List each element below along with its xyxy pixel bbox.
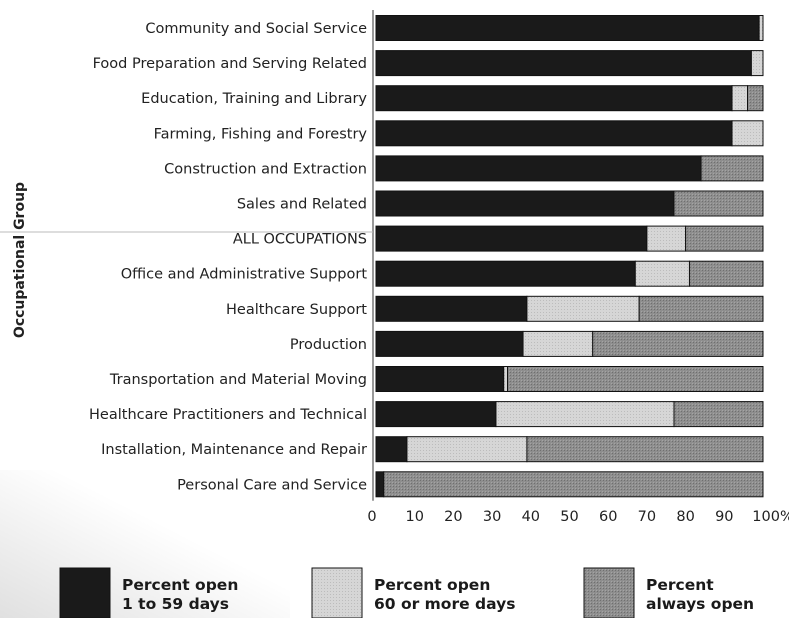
- bar-segment-healthcare-support-percent-open-1-to-59-days: [375, 295, 528, 322]
- bar-segment-all-occupations-percent-always-open: [685, 225, 764, 252]
- x-tick-label-20: 20: [444, 509, 462, 525]
- bar-segment-production-percent-always-open: [592, 330, 764, 357]
- x-tick-label-0: 0: [367, 509, 376, 525]
- legend-label-percent-always-open-line-2: always open: [646, 595, 754, 613]
- category-label-education-training-and-library: Education, Training and Library: [141, 91, 367, 107]
- bar-segment-community-and-social-service-percent-open-60-or-more-days: [758, 15, 764, 41]
- bar-segment-construction-and-extraction-percent-always-open: [700, 155, 764, 182]
- category-label-personal-care-and-service: Personal Care and Service: [177, 477, 367, 493]
- category-label-all-occupations: ALL OCCUPATIONS: [233, 232, 367, 248]
- bar-segment-healthcare-practitioners-and-technical-percent-always-open: [673, 401, 764, 428]
- legend-swatch-percent-always-open: [583, 567, 635, 618]
- bar-segment-healthcare-support-percent-open-60-or-more-days: [526, 295, 640, 322]
- legend-label-percent-open-1-to-59-days-line-2: 1 to 59 days: [122, 595, 229, 613]
- bar-segment-community-and-social-service-percent-open-1-to-59-days: [375, 15, 760, 41]
- legend-label-percent-open-60-or-more-days-line-2: 60 or more days: [374, 595, 515, 613]
- bar-segment-office-and-administrative-support-percent-open-60-or-more-days: [634, 260, 690, 287]
- bar-segment-transportation-and-material-moving-percent-open-1-to-59-days: [375, 366, 505, 392]
- x-tick-label-80: 80: [676, 509, 694, 525]
- bar-segment-personal-care-and-service-percent-open-1-to-59-days: [375, 471, 385, 498]
- bar-segment-all-occupations-percent-open-1-to-59-days: [375, 225, 648, 252]
- bar-segment-farming-fishing-and-forestry-percent-open-60-or-more-days: [731, 120, 764, 147]
- bar-segment-food-preparation-and-serving-related-percent-open-1-to-59-days: [375, 50, 752, 77]
- x-tick-label-40: 40: [522, 509, 540, 525]
- x-tick-label-100: 100%: [752, 509, 789, 525]
- bar-segment-construction-and-extraction-percent-open-1-to-59-days: [375, 155, 702, 182]
- bar-segment-transportation-and-material-moving-percent-always-open: [507, 366, 764, 392]
- bar-segment-installation-maintenance-and-repair-percent-open-1-to-59-days: [375, 436, 408, 463]
- category-label-food-preparation-and-serving-related: Food Preparation and Serving Related: [93, 56, 367, 72]
- category-label-production: Production: [290, 337, 367, 353]
- bar-segment-healthcare-support-percent-always-open: [638, 295, 764, 322]
- bar-segment-food-preparation-and-serving-related-percent-open-60-or-more-days: [750, 50, 764, 77]
- bar-segment-farming-fishing-and-forestry-percent-open-1-to-59-days: [375, 120, 733, 147]
- bar-segment-production-percent-open-1-to-59-days: [375, 330, 524, 357]
- bar-segment-production-percent-open-60-or-more-days: [522, 330, 594, 357]
- bar-segment-healthcare-practitioners-and-technical-percent-open-60-or-more-days: [495, 401, 675, 428]
- bar-segment-office-and-administrative-support-percent-always-open: [688, 260, 764, 287]
- bar-segment-installation-maintenance-and-repair-percent-always-open: [526, 436, 764, 463]
- category-label-community-and-social-service: Community and Social Service: [145, 21, 367, 37]
- category-label-office-and-administrative-support: Office and Administrative Support: [121, 267, 368, 283]
- x-tick-label-90: 90: [715, 509, 733, 525]
- bar-segment-sales-and-related-percent-always-open: [673, 190, 764, 217]
- legend-label-percent-open-60-or-more-days-line-1: Percent open: [374, 576, 490, 594]
- legend-swatch-percent-open-1-to-59-days: [59, 567, 111, 618]
- x-tick-label-10: 10: [405, 509, 423, 525]
- bar-segment-education-training-and-library-percent-always-open: [747, 85, 764, 112]
- bar-segment-education-training-and-library-percent-open-1-to-59-days: [375, 85, 733, 112]
- x-tick-label-60: 60: [599, 509, 617, 525]
- bar-segment-installation-maintenance-and-repair-percent-open-60-or-more-days: [406, 436, 528, 463]
- x-tick-label-50: 50: [560, 509, 578, 525]
- bar-segment-transportation-and-material-moving-percent-open-60-or-more-days: [503, 366, 509, 392]
- bar-segment-all-occupations-percent-open-60-or-more-days: [646, 225, 687, 252]
- category-label-sales-and-related: Sales and Related: [237, 197, 367, 213]
- category-label-transportation-and-material-moving: Transportation and Material Moving: [109, 372, 367, 388]
- y-axis-title: Occupational Group: [12, 182, 28, 338]
- category-label-healthcare-support: Healthcare Support: [226, 302, 367, 318]
- legend-label-percent-open-1-to-59-days-line-1: Percent open: [122, 576, 238, 594]
- bar-segment-personal-care-and-service-percent-always-open: [383, 471, 764, 498]
- bar-segment-sales-and-related-percent-open-1-to-59-days: [375, 190, 675, 217]
- category-label-installation-maintenance-and-repair: Installation, Maintenance and Repair: [101, 442, 367, 458]
- x-tick-label-30: 30: [483, 509, 501, 525]
- bar-segment-education-training-and-library-percent-open-60-or-more-days: [731, 85, 749, 112]
- legend-label-percent-always-open-line-1: Percent: [646, 576, 714, 594]
- bar-segment-office-and-administrative-support-percent-open-1-to-59-days: [375, 260, 636, 287]
- category-label-construction-and-extraction: Construction and Extraction: [164, 161, 367, 177]
- x-tick-label-70: 70: [638, 509, 656, 525]
- category-label-farming-fishing-and-forestry: Farming, Fishing and Forestry: [154, 126, 368, 142]
- category-label-healthcare-practitioners-and-technical: Healthcare Practitioners and Technical: [89, 407, 367, 423]
- legend-swatch-percent-open-60-or-more-days: [311, 567, 363, 618]
- bar-segment-healthcare-practitioners-and-technical-percent-open-1-to-59-days: [375, 401, 497, 428]
